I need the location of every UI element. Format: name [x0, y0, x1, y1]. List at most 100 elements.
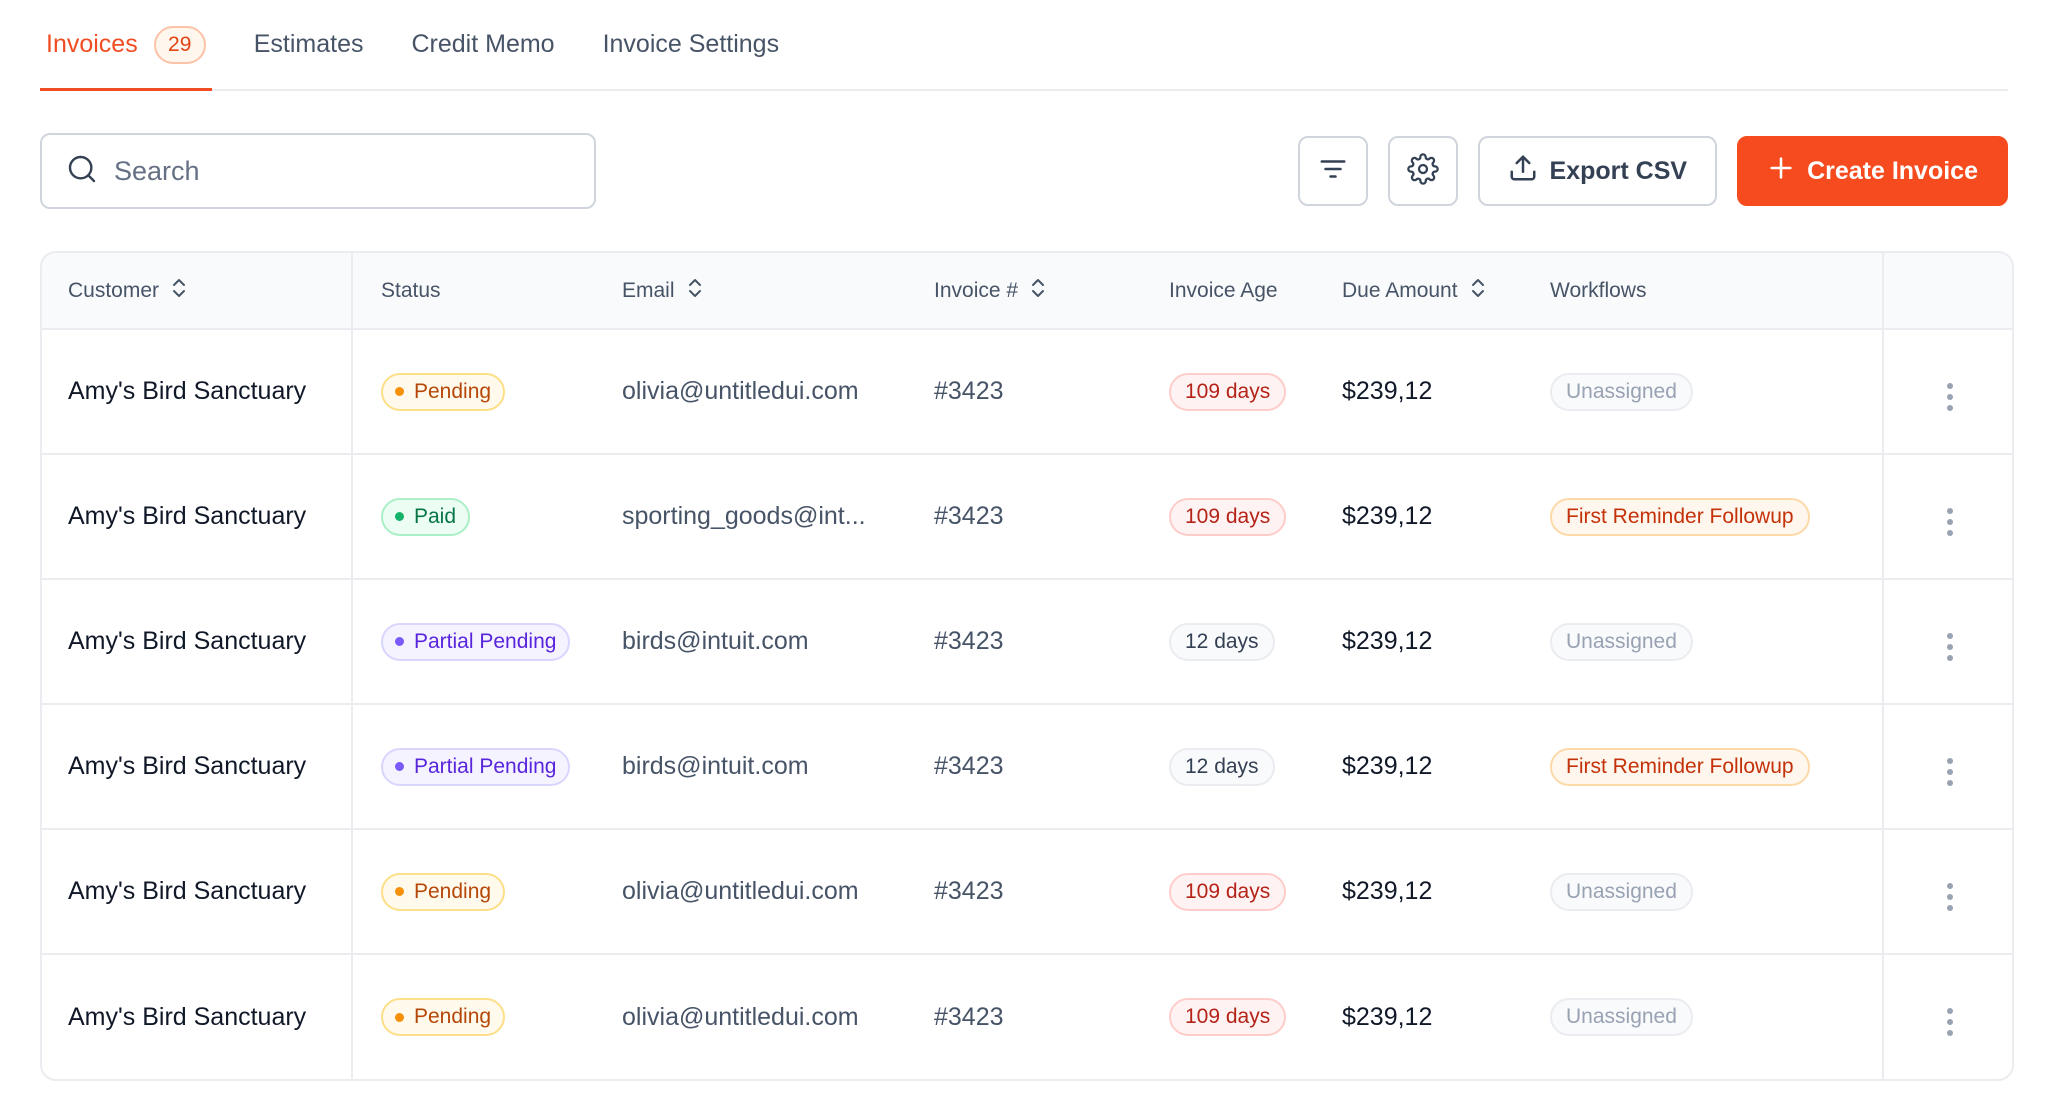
workflow-badge[interactable]: Unassigned [1550, 998, 1693, 1036]
customer-cell: Amy's Bird Sanctuary [42, 704, 353, 830]
status-cell: Partial Pending [352, 579, 602, 705]
header-invoice-age: Invoice Age [1149, 253, 1322, 330]
filter-button[interactable] [1297, 136, 1368, 206]
invoice-age-badge: 109 days [1169, 872, 1287, 911]
header-invoice-label: Invoice # [934, 278, 1019, 302]
search-box [40, 133, 596, 209]
table-row[interactable]: Amy's Bird Sanctuary Pending olivia@untitl… [42, 829, 2012, 955]
gear-icon [1406, 152, 1439, 190]
invoice-count-badge: 29 [153, 25, 206, 64]
plus-icon [1767, 154, 1795, 189]
table-header-row: Customer Status Email Invoice # [42, 253, 2012, 330]
status-dot [395, 887, 404, 896]
due-amount-cell: $239,12 [1342, 1002, 1433, 1031]
more-vertical-icon[interactable] [1941, 377, 1959, 417]
row-actions-cell [1882, 579, 2012, 705]
tab-invoices[interactable]: Invoices 29 [40, 0, 212, 91]
email-cell: olivia@untitledui.com [602, 329, 914, 455]
workflow-cell: Unassigned [1530, 329, 1883, 455]
status-badge: Partial Pending [381, 622, 571, 661]
status-dot [395, 762, 404, 771]
row-actions-cell [1882, 454, 2012, 580]
status-dot [395, 387, 404, 396]
table-row[interactable]: Amy's Bird Sanctuary Paid sporting_goods@i… [42, 454, 2012, 580]
due-amount-cell: $239,12 [1322, 704, 1530, 830]
workflow-badge[interactable]: First Reminder Followup [1550, 497, 1810, 536]
status-dot [395, 637, 404, 646]
status-cell: Partial Pending [352, 704, 602, 830]
status-label: Partial Pending [414, 754, 557, 778]
export-csv-label: Export CSV [1549, 156, 1688, 185]
more-vertical-icon[interactable] [1941, 627, 1959, 667]
customer-cell: Amy's Bird Sanctuary [42, 954, 353, 1079]
tab-invoice-settings-label: Invoice Settings [602, 30, 780, 58]
email-cell: birds@intuit.com [602, 704, 914, 830]
status-dot [395, 512, 404, 521]
row-actions-cell [1882, 329, 2012, 455]
create-invoice-label: Create Invoice [1807, 156, 1978, 185]
more-vertical-icon[interactable] [1941, 877, 1959, 917]
workflow-badge[interactable]: Unassigned [1550, 372, 1693, 411]
status-badge: Pending [381, 372, 506, 411]
table-row[interactable]: Amy's Bird Sanctuary Pending olivia@untitl… [42, 329, 2012, 455]
workflow-badge[interactable]: Unassigned [1550, 872, 1693, 911]
table-row[interactable]: Amy's Bird Sanctuary Pending olivia@untitl… [42, 954, 2012, 1079]
status-label: Pending [414, 879, 492, 903]
header-customer[interactable]: Customer [42, 253, 353, 330]
email-cell: olivia@untitledui.com [602, 829, 914, 955]
workflow-badge[interactable]: Unassigned [1550, 622, 1693, 661]
email-cell: sporting_goods@int... [602, 454, 914, 580]
header-workflows: Workflows [1530, 253, 1883, 330]
more-vertical-icon[interactable] [1941, 502, 1959, 542]
status-cell: Paid [352, 454, 602, 580]
tab-credit-memo-label: Credit Memo [411, 30, 555, 58]
header-email[interactable]: Email [602, 253, 914, 330]
tab-invoice-settings[interactable]: Invoice Settings [597, 0, 786, 89]
more-vertical-icon[interactable] [1941, 1002, 1959, 1042]
header-due-amount[interactable]: Due Amount [1322, 253, 1530, 330]
search-input[interactable] [114, 155, 570, 187]
tab-estimates[interactable]: Estimates [248, 0, 370, 89]
sort-icon [1468, 276, 1488, 306]
upload-icon [1508, 153, 1538, 190]
status-label: Partial Pending [414, 629, 557, 653]
settings-button[interactable] [1387, 136, 1458, 206]
customer-cell: Amy's Bird Sanctuary [42, 579, 353, 705]
status-label: Pending [414, 1005, 492, 1028]
more-vertical-icon[interactable] [1941, 752, 1959, 792]
header-invoice-number[interactable]: Invoice # [914, 253, 1149, 330]
invoice-age-badge: 12 days [1169, 747, 1275, 786]
email-cell: birds@intuit.com [602, 579, 914, 705]
header-customer-label: Customer [68, 278, 160, 302]
status-badge: Pending [381, 872, 506, 911]
invoice-age-cell: 109 days [1149, 829, 1322, 955]
header-status-label: Status [381, 278, 441, 302]
invoice-number-cell[interactable]: #3423 [914, 579, 1149, 705]
status-badge: Paid [381, 497, 471, 536]
invoice-number-cell[interactable]: #3423 [934, 1002, 1004, 1031]
table-row[interactable]: Amy's Bird Sanctuary Partial Pending birds… [42, 704, 2012, 830]
status-label: Paid [414, 504, 457, 528]
invoice-age-cell: 12 days [1149, 704, 1322, 830]
tab-bar: Invoices 29 Estimates Credit Memo Invoic… [40, 0, 2008, 91]
invoice-number-cell[interactable]: #3423 [914, 329, 1149, 455]
header-actions [1882, 253, 2012, 330]
invoice-number-cell[interactable]: #3423 [914, 829, 1149, 955]
customer-cell: Amy's Bird Sanctuary [42, 329, 353, 455]
invoice-table: Customer Status Email Invoice # [40, 251, 2014, 1081]
status-label: Pending [414, 379, 492, 403]
status-cell: Pending [352, 329, 602, 455]
invoice-age-badge: 109 days [1169, 372, 1287, 411]
invoice-number-cell[interactable]: #3423 [914, 704, 1149, 830]
due-amount-cell: $239,12 [1322, 454, 1530, 580]
due-amount-cell: $239,12 [1322, 329, 1530, 455]
row-actions-cell [1882, 704, 2012, 830]
header-due-label: Due Amount [1342, 278, 1458, 302]
tab-credit-memo[interactable]: Credit Memo [405, 0, 560, 89]
create-invoice-button[interactable]: Create Invoice [1737, 136, 2008, 206]
table-row[interactable]: Amy's Bird Sanctuary Partial Pending birds… [42, 579, 2012, 705]
export-csv-button[interactable]: Export CSV [1477, 136, 1718, 206]
invoice-age-badge: 12 days [1169, 622, 1275, 661]
workflow-badge[interactable]: First Reminder Followup [1550, 747, 1810, 786]
invoice-number-cell[interactable]: #3423 [914, 454, 1149, 580]
